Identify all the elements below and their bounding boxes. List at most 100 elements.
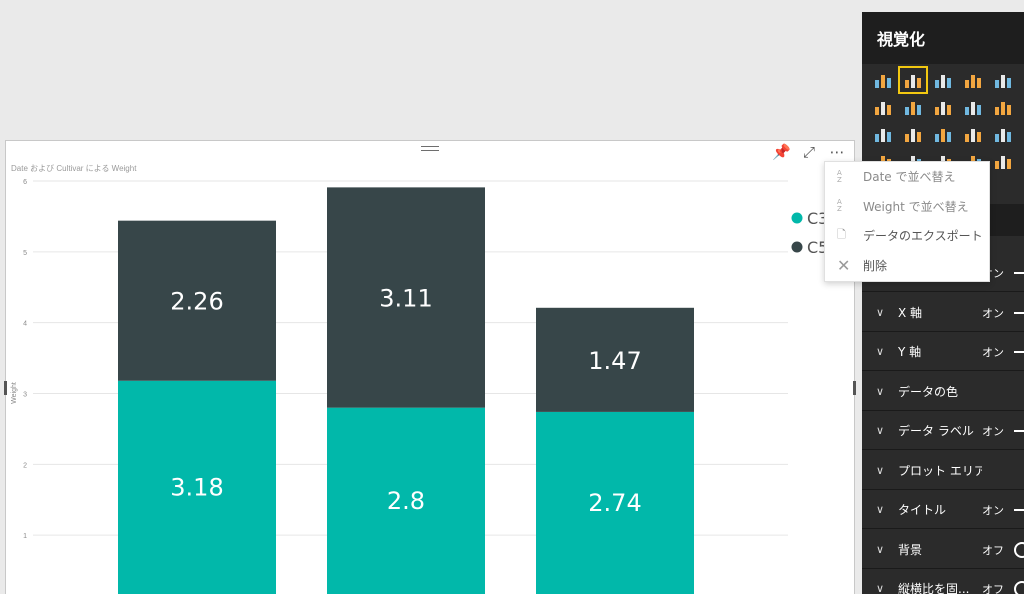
menu-item-label: データのエクスポート bbox=[863, 229, 983, 244]
toggle-state-label: オフ bbox=[982, 582, 1004, 594]
table-icon[interactable] bbox=[990, 122, 1016, 146]
export-data-item[interactable]: 🗋 データのエクスポート bbox=[825, 221, 989, 251]
bar-chart: 1 2 3 4 5 6 Weight 3.18 2.26 2.8 3.11 2.74 1.47 C3 C5 bbox=[11, 179, 828, 594]
toggle-state-label: オン bbox=[982, 503, 1004, 517]
stacked-area-icon[interactable] bbox=[930, 95, 956, 119]
area-icon[interactable] bbox=[900, 95, 926, 119]
format-section-label: プロット エリア bbox=[898, 464, 982, 478]
pane-title: 視覚化 bbox=[862, 12, 1024, 64]
pin-icon[interactable]: 📌 bbox=[772, 143, 791, 161]
chevron-down-icon[interactable]: ∨ bbox=[876, 503, 885, 516]
toggle-switch[interactable] bbox=[1014, 429, 1024, 432]
percent-bar-icon[interactable] bbox=[990, 68, 1016, 92]
data-label: 2.74 bbox=[588, 489, 641, 517]
toggle-switch[interactable] bbox=[1014, 311, 1024, 314]
menu-item-label: Weight で並べ替え bbox=[863, 199, 969, 214]
toggle-switch[interactable] bbox=[1014, 508, 1024, 511]
menu-item-label: 削除 bbox=[863, 258, 888, 273]
y-tick-label: 6 bbox=[23, 179, 27, 186]
legend-label: C5 bbox=[807, 238, 828, 257]
chevron-down-icon[interactable]: ∨ bbox=[876, 543, 885, 556]
chevron-down-icon[interactable]: ∨ bbox=[876, 424, 885, 437]
format-section-label: 縦横比を固... bbox=[898, 582, 970, 594]
export-icon: 🗋 bbox=[837, 228, 846, 242]
format-section-label: データの色 bbox=[898, 385, 959, 399]
toggle-state-label: オン bbox=[982, 424, 1004, 438]
stacked-bar-icon[interactable] bbox=[870, 68, 896, 92]
line-icon[interactable] bbox=[870, 95, 896, 119]
toggle-switch[interactable] bbox=[1014, 350, 1024, 353]
format-section-row[interactable]: ∨ Y 軸 オン bbox=[862, 333, 1024, 371]
card-icon[interactable] bbox=[990, 149, 1016, 173]
format-section-row[interactable]: ∨ 背景 オフ bbox=[862, 531, 1024, 569]
close-icon: ✕ bbox=[837, 255, 851, 275]
format-section-row[interactable]: ∨ プロット エリア bbox=[862, 452, 1024, 490]
toggle-state-label: オン bbox=[982, 345, 1004, 359]
resize-handle-left[interactable] bbox=[4, 381, 7, 395]
bar-segment-c3 bbox=[327, 407, 485, 594]
focus-mode-icon[interactable]: ⤢ bbox=[802, 143, 815, 161]
bar-segment-c3 bbox=[118, 380, 276, 594]
data-label: 1.47 bbox=[588, 347, 641, 375]
format-section-row[interactable]: ∨ 縦横比を固... オフ bbox=[862, 570, 1024, 594]
legend-marker bbox=[791, 212, 803, 224]
toggle-state-label: オン bbox=[982, 306, 1004, 320]
bar-segment-c5 bbox=[327, 187, 485, 408]
format-section-label: X 軸 bbox=[898, 306, 923, 320]
treemap-icon[interactable] bbox=[930, 122, 956, 146]
bar-segment-c3 bbox=[536, 411, 694, 594]
chevron-down-icon[interactable]: ∨ bbox=[876, 582, 885, 594]
more-options-icon[interactable]: ⋯ bbox=[829, 143, 845, 161]
format-section-row[interactable]: ∨ データ ラベル オン bbox=[862, 412, 1024, 450]
visual-header-icons: 📌 ⤢ ⋯ bbox=[772, 143, 846, 161]
bar-segment-c5 bbox=[536, 307, 694, 412]
globe-map-icon[interactable] bbox=[960, 122, 986, 146]
y-tick-label: 4 bbox=[23, 321, 27, 328]
chevron-down-icon[interactable]: ∨ bbox=[876, 385, 885, 398]
visualizations-pane: 視覚化 ⌕ ∨オン∨X 軸オン∨Y 軸オン∨データの色∨データ ラベルオン∨プロ… bbox=[862, 12, 1024, 594]
bar-segment-c5 bbox=[118, 220, 276, 381]
pie-icon[interactable] bbox=[900, 122, 926, 146]
format-section-row[interactable]: ∨ データの色 bbox=[862, 373, 1024, 411]
y-tick-label: 2 bbox=[23, 462, 27, 469]
toggle-switch[interactable] bbox=[1014, 541, 1024, 558]
chevron-down-icon[interactable]: ∨ bbox=[876, 345, 885, 358]
y-tick-label: 3 bbox=[23, 392, 27, 399]
ribbon-icon[interactable] bbox=[990, 95, 1016, 119]
remove-item[interactable]: ✕ 削除 bbox=[825, 251, 989, 281]
chevron-down-icon[interactable]: ∨ bbox=[876, 464, 885, 477]
chart-title: Date および Cultivar による Weight bbox=[11, 164, 137, 173]
legend-marker bbox=[791, 241, 803, 253]
resize-handle-right[interactable] bbox=[853, 381, 856, 395]
format-section-row[interactable]: ∨ タイトル オン bbox=[862, 491, 1024, 529]
format-section-label: タイトル bbox=[898, 503, 947, 517]
data-label: 3.18 bbox=[170, 473, 223, 501]
format-section-label: データ ラベル bbox=[898, 424, 974, 438]
scatter-icon[interactable] bbox=[870, 122, 896, 146]
stacked-column-icon[interactable] bbox=[898, 66, 928, 94]
drag-grip-icon[interactable] bbox=[421, 143, 439, 153]
toggle-switch[interactable] bbox=[1014, 271, 1024, 274]
clustered-column-icon[interactable] bbox=[960, 68, 986, 92]
line-column-icon[interactable] bbox=[960, 95, 986, 119]
data-label: 2.26 bbox=[170, 288, 223, 316]
chevron-down-icon[interactable]: ∨ bbox=[876, 306, 885, 319]
data-label: 3.11 bbox=[379, 285, 432, 313]
toggle-switch[interactable] bbox=[1014, 580, 1024, 594]
format-section-label: Y 軸 bbox=[898, 345, 922, 359]
data-label: 2.8 bbox=[387, 487, 425, 515]
y-axis-title: Weight bbox=[11, 382, 18, 404]
toggle-state-label: オフ bbox=[982, 543, 1004, 557]
y-tick-label: 1 bbox=[23, 533, 27, 540]
legend-label: C3 bbox=[807, 209, 828, 228]
format-section-row[interactable]: ∨ X 軸 オン bbox=[862, 294, 1024, 332]
format-section-label: 背景 bbox=[898, 543, 923, 557]
clustered-bar-icon[interactable] bbox=[930, 68, 956, 92]
visual-type-grid bbox=[870, 66, 1024, 176]
y-tick-label: 5 bbox=[23, 250, 27, 257]
